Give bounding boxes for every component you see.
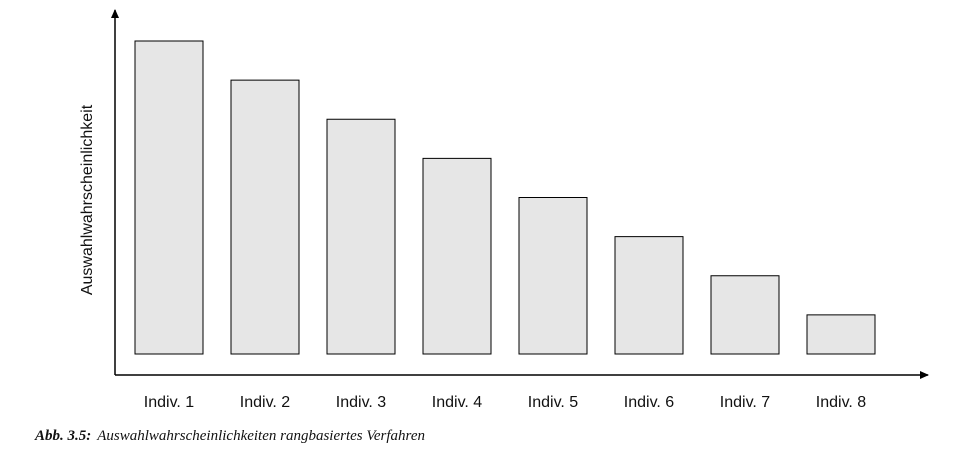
- bar-3: [326, 118, 396, 355]
- x-tick-label-5: Indiv. 5: [528, 394, 579, 411]
- bar-8: [806, 314, 876, 355]
- x-tick-label-3: Indiv. 3: [336, 394, 387, 411]
- figure-caption: Abb. 3.5: Auswahlwahrscheinlichkeiten ran…: [35, 428, 425, 445]
- x-tick-label-8: Indiv. 8: [816, 394, 867, 411]
- y-axis-label: Auswahlwahrscheinlichkeit: [79, 104, 96, 295]
- bar-7: [710, 275, 780, 355]
- caption-text: Auswahlwahrscheinlichkeiten rangbasierte…: [97, 428, 425, 444]
- x-tick-label-7: Indiv. 7: [720, 394, 771, 411]
- x-tick-label-1: Indiv. 1: [144, 394, 195, 411]
- x-tick-label-4: Indiv. 4: [432, 394, 483, 411]
- x-tick-label-6: Indiv. 6: [624, 394, 675, 411]
- bar-5: [518, 197, 588, 355]
- bar-1: [134, 40, 204, 355]
- bar-6: [614, 236, 684, 355]
- bars-group: [134, 40, 876, 355]
- x-tick-labels: Indiv. 1 Indiv. 2 Indiv. 3 Indiv. 4 Indiv. 5…: [144, 394, 867, 411]
- bar-2: [230, 79, 300, 355]
- caption-label: Abb. 3.5:: [35, 428, 92, 444]
- bar-chart: Auswahlwahrscheinlichkeit Indiv. 1 Indiv.…: [79, 9, 929, 411]
- bar-4: [422, 157, 492, 355]
- x-tick-label-2: Indiv. 2: [240, 394, 291, 411]
